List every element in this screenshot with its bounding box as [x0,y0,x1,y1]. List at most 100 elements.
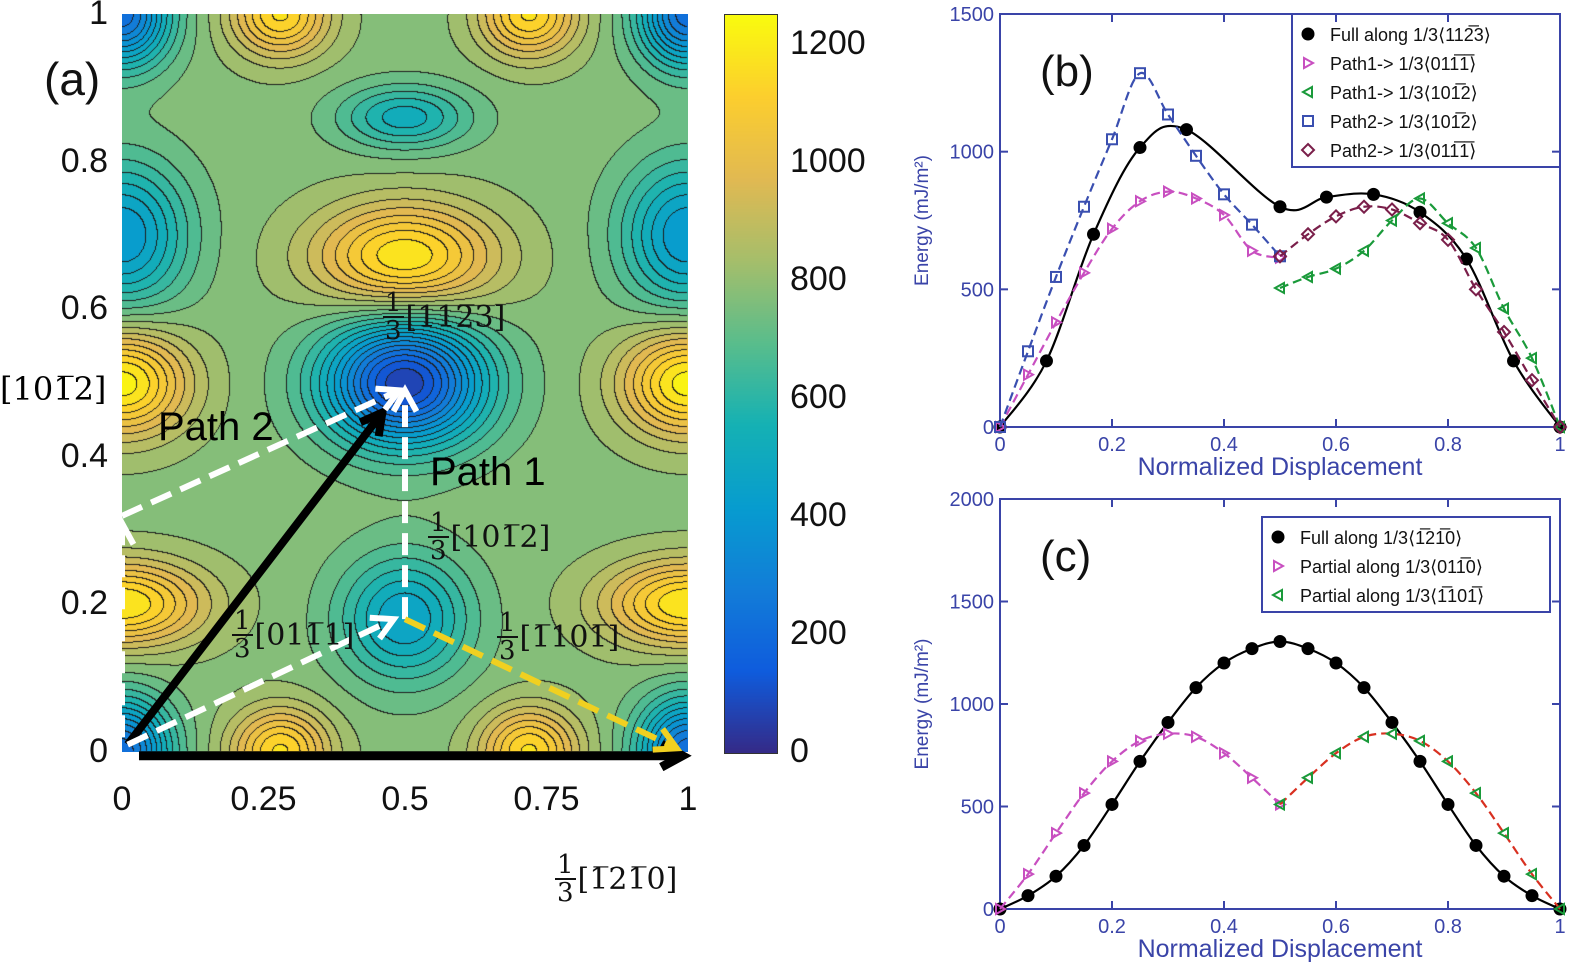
x-tick-label: 0.2 [1098,916,1126,938]
data-point [1301,642,1315,656]
data-point [1329,656,1343,670]
y-tick-label: 2000 [950,489,995,511]
y-tick-label: 1000 [950,142,995,164]
data-point [1051,826,1064,840]
x-tick-label: 0.75 [513,780,580,818]
legend-marker [1301,27,1315,41]
data-point [1272,797,1285,812]
colorbar [724,14,778,754]
data-point [1385,715,1399,729]
data-point [1328,208,1344,224]
annotation-1123: 1 3 [112̅3] [383,290,505,344]
colorbar-tick-label: 1000 [790,141,866,180]
data-point [1300,270,1313,284]
data-point [1135,194,1148,208]
x-tick-label: 0.8 [1434,434,1462,456]
y-tick-label: 500 [961,279,994,301]
data-point [1459,252,1473,266]
data-point [1319,190,1333,204]
frac-num: 1 [232,606,253,636]
x-tick-label: 0 [994,434,1005,456]
x-tick-label: 0.25 [230,780,297,818]
legend-label: Full along 1/3⟨112̅3⟩ [1330,25,1491,45]
data-point [1106,133,1118,146]
colorbar-tick-label: 200 [790,613,847,652]
data-point [1497,869,1511,883]
data-point [1328,746,1341,760]
x-tick-label: 0.6 [1322,434,1350,456]
data-point [1552,902,1565,916]
colorbar-tick-label: 1200 [790,23,866,62]
data-point [1356,730,1369,744]
x-tick-label: 1 [1554,434,1565,456]
legend-marker [1300,142,1316,158]
data-point [1552,419,1568,435]
x-tick-label: 0 [994,916,1005,938]
series-line [999,640,1561,910]
data-point [1107,222,1120,236]
x-axis-label: Normalized Displacement [1138,935,1423,963]
legend-marker [1273,559,1286,573]
data-point [1412,734,1425,748]
data-point [1107,754,1120,769]
data-point [995,902,1008,916]
data-point [1022,345,1034,358]
data-point [1133,754,1147,768]
data-point [1524,372,1540,388]
frac-text: [011̅1] [254,617,355,653]
data-point [1367,187,1381,201]
y-tick-label: 0.6 [60,289,108,328]
data-point [1496,826,1509,840]
legend-label: Partial along 1/3⟨011̅0⟩ [1300,557,1483,577]
frac-den: 3 [557,878,574,908]
arrowhead-icon [358,405,388,437]
data-point [1328,261,1341,276]
y-tick-label: 0 [983,899,994,921]
legend-marker [1303,56,1316,70]
series-line [1279,197,1562,428]
data-point [1525,889,1539,903]
panel-b-chart: 0 0.2 0.4 0.6 0.8 1 0 500 1000 1500 Normalized Dis… [912,4,1568,480]
frac-num: 1 [383,288,404,318]
data-point [1468,281,1484,297]
arrowhead-icon [375,385,406,412]
frac-den: 3 [430,536,447,566]
x-tick-label: 0.4 [1210,916,1238,938]
y-axis-label: Energy (mJ/m²) [912,639,933,770]
data-point [1023,867,1036,881]
colorbar-tick-label: 400 [790,495,847,534]
data-point [994,421,1006,433]
data-point [1272,281,1285,295]
legend-marker [1271,530,1285,544]
data-point [1219,746,1232,760]
data-point [1190,149,1202,162]
data-point [1273,634,1287,648]
data-point [1440,216,1453,230]
data-point [1217,656,1231,670]
x-tick-label: 1 [678,780,698,818]
colorbar-tick-label: 800 [790,259,847,298]
plot-frame [999,13,1561,428]
data-point [1049,869,1063,883]
y-tick-label: 1 [89,0,108,32]
data-point [1507,354,1521,368]
data-point [1050,270,1062,283]
legend-label: Path2-> 1/3⟨101̅2⟩ [1330,112,1478,132]
y-tick-label: 0.2 [60,584,108,623]
data-point [1384,727,1397,741]
data-point [1134,67,1146,80]
frac-den: 3 [234,634,251,664]
x-axis-label: 1 3 [1̅21̅0] [555,852,677,906]
data-point [1078,200,1090,213]
legend-label: Path1-> 1/3⟨101̅2⟩ [1330,83,1478,103]
frac-num: 1 [428,508,449,538]
data-point [1469,838,1483,852]
arrowhead-icon [369,614,400,641]
series-line [998,72,1281,428]
data-point [1245,642,1259,656]
legend-marker [1300,85,1313,99]
data-point [1384,213,1397,228]
frac-text: [1̅21̅0] [577,861,678,897]
legend-label: Full along 1/3⟨1̅21̅0⟩ [1300,528,1462,548]
data-point [1246,218,1258,231]
